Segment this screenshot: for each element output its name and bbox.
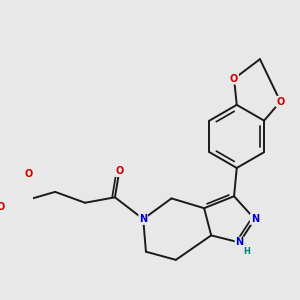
Text: N: N <box>139 214 147 224</box>
Text: O: O <box>276 97 284 106</box>
Text: H: H <box>243 247 250 256</box>
Text: O: O <box>0 202 5 212</box>
Text: O: O <box>115 166 123 176</box>
Text: O: O <box>230 74 238 84</box>
Text: N: N <box>250 214 259 224</box>
Text: O: O <box>24 169 33 179</box>
Text: N: N <box>236 238 244 248</box>
